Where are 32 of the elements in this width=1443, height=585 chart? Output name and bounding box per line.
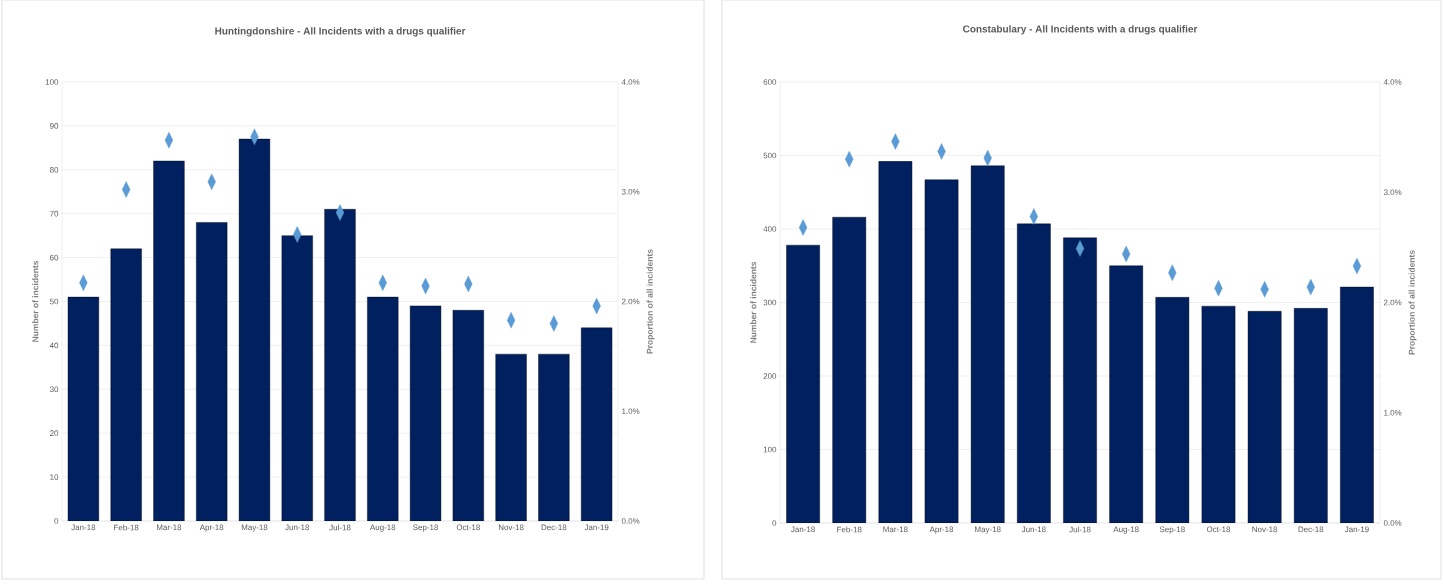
bar	[110, 248, 142, 521]
bar	[924, 179, 959, 523]
bar	[1247, 311, 1282, 523]
bar	[239, 139, 270, 521]
bar	[1293, 308, 1328, 523]
bar	[1340, 286, 1374, 523]
y2-axis-title: Proportion of all incidents	[1408, 250, 1417, 355]
bar	[495, 354, 527, 521]
bar	[581, 327, 613, 521]
bar	[832, 217, 867, 523]
y2-axis-title: Proportion of all incidents	[646, 249, 655, 354]
bar	[68, 297, 99, 521]
bar	[452, 310, 484, 521]
bar	[1155, 297, 1190, 523]
bar	[196, 222, 228, 521]
bar	[281, 235, 313, 521]
y-axis-title: Number of incidents	[750, 261, 757, 343]
bar	[1063, 237, 1097, 523]
bar	[153, 161, 185, 521]
bar	[1109, 265, 1143, 523]
chart-title: Huntingdonshire - All Incidents with a drugs qualifier	[215, 27, 466, 37]
bar	[786, 244, 820, 523]
bar	[1017, 223, 1051, 523]
bar	[970, 165, 1005, 523]
bar	[324, 209, 356, 521]
bar	[410, 305, 441, 521]
bar	[538, 354, 570, 521]
chart-title: Constabulary - All Incidents with a drugs qualifier	[963, 25, 1198, 35]
y-axis-title: Number of incidents	[32, 260, 39, 342]
bar	[367, 297, 399, 521]
bar	[878, 161, 913, 523]
bar	[1201, 305, 1236, 523]
